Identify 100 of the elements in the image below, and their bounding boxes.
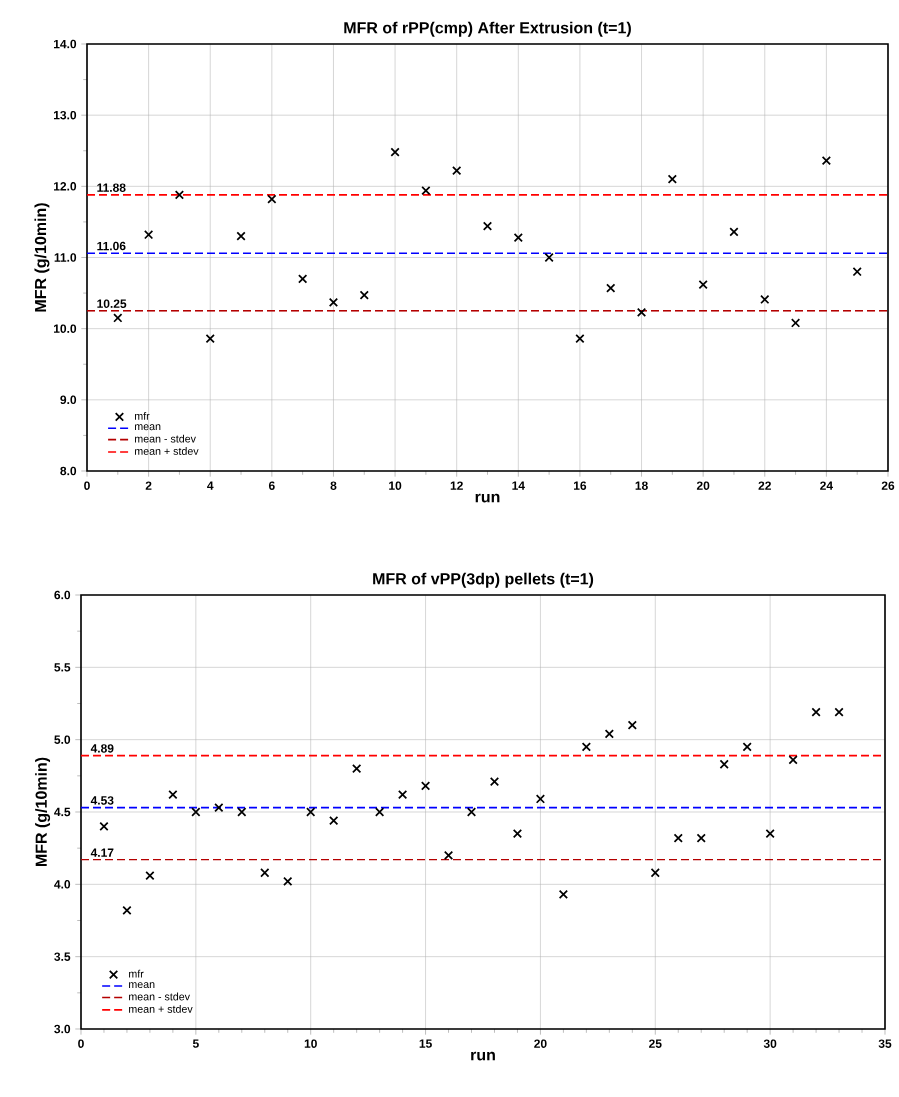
point [174,190,185,200]
legend-label: mean [129,982,155,989]
x-tick-label: 10 [389,481,402,490]
point [145,871,155,881]
y-tick-label: 6.0 [54,590,71,600]
point [237,807,247,817]
point [489,776,500,787]
point [821,156,831,166]
x-tick-label: 25 [648,1039,662,1048]
legend-label: mean - stdev [134,434,196,443]
point [306,807,316,817]
point [742,742,752,752]
point [328,816,339,826]
point [760,294,770,305]
x-tick-label: 10 [304,1039,317,1048]
point [581,742,591,752]
annotation: 11.88 [97,183,126,192]
y-tick-label: 5.0 [54,735,71,744]
point [143,230,154,240]
point [99,821,109,832]
point [788,755,798,765]
y-tick-label: 4.0 [54,880,71,889]
point [236,231,246,241]
x-tick-label: 6 [268,481,275,490]
x-tick-label: 16 [573,481,587,490]
point [790,318,801,328]
point [443,850,454,861]
y-tick-label: 13.0 [53,110,77,120]
point [214,803,224,813]
annotation: 4.17 [90,848,114,857]
point [834,707,844,717]
point [513,232,523,243]
annotation: 4.53 [90,796,114,805]
point [397,790,408,800]
x-tick-label: 0 [78,1039,84,1048]
point [359,290,369,300]
x-tick-label: 14 [512,481,525,490]
point [627,720,637,730]
y-tick-label: 4.5 [54,807,71,817]
x-tick-label: 15 [419,1039,432,1048]
point [544,252,554,263]
y-tick-label: 11.0 [54,253,77,262]
y-tick-label: 9.0 [60,395,77,405]
y-tick-label: 3.0 [54,1024,71,1034]
point [558,889,568,900]
y-tick-label: 14.0 [53,39,77,49]
point [606,283,616,293]
x-tick-label: 12 [450,481,463,490]
point [696,833,706,843]
chart-title: MFR of vPP(3dp) pellets (t=1) [373,572,594,588]
point [113,313,123,323]
legend-label: mean + stdev [134,447,199,455]
point [729,227,739,237]
point [168,790,178,800]
y-axis-title: MFR (g/10min) [34,203,50,312]
point [575,333,585,344]
legend-label: mean [134,424,161,431]
point [420,781,431,791]
point [374,807,385,817]
x-tick-label: 5 [192,1039,199,1048]
point [673,833,683,843]
x-axis-title: run [475,493,500,503]
y-tick-label: 5.5 [54,663,71,672]
x-tick-label: 2 [145,481,152,490]
y-tick-label: 8.0 [60,466,77,476]
point [351,763,362,774]
annotation: 11.06 [97,241,126,251]
point [512,829,523,839]
point [482,221,493,231]
legend-label: mean + stdev [129,1004,193,1013]
point [191,807,201,817]
x-tick-label: 20 [534,1039,547,1048]
chart-title: MFR of rPP(cmp) After Extrusion (t=1) [344,21,631,37]
x-tick-label: 24 [820,481,833,490]
point [466,807,477,817]
point [811,707,821,717]
point [267,194,277,204]
point [328,297,339,307]
point [452,166,462,176]
point [260,868,270,878]
point [852,267,862,277]
x-tick-label: 26 [881,481,895,490]
point [650,868,660,878]
point [421,185,431,196]
x-tick-label: 18 [635,481,648,490]
y-tick-label: 10.0 [53,324,77,333]
annotation: 10.25 [97,299,127,308]
point [765,829,775,839]
point [636,307,647,317]
x-tick-label: 8 [330,481,337,490]
y-tick-label: 3.5 [54,952,71,961]
legend-label: mfr [134,411,150,420]
point [283,876,293,887]
point [205,333,215,344]
point [297,274,308,284]
x-tick-label: 22 [758,481,771,490]
point [667,174,677,184]
point [535,794,546,804]
legend-label: mean - stdev [129,992,190,1001]
legend-label: mfr [129,969,144,978]
